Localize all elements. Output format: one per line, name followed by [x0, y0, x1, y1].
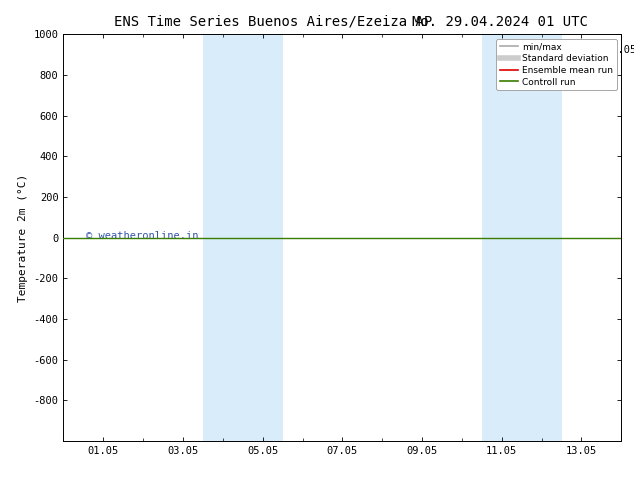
Legend: min/max, Standard deviation, Ensemble mean run, Controll run: min/max, Standard deviation, Ensemble me…	[496, 39, 617, 90]
Bar	[203, 34, 283, 441]
Y-axis label: Temperature 2m (°C): Temperature 2m (°C)	[18, 173, 28, 302]
Text: ENS Time Series Buenos Aires/Ezeiza AP: ENS Time Series Buenos Aires/Ezeiza AP	[114, 15, 432, 29]
Text: © weatheronline.in: © weatheronline.in	[86, 231, 198, 241]
Bar	[482, 34, 562, 441]
Text: Mo. 29.04.2024 01 UTC: Mo. 29.04.2024 01 UTC	[412, 15, 588, 29]
Text: 15.05: 15.05	[605, 46, 634, 55]
